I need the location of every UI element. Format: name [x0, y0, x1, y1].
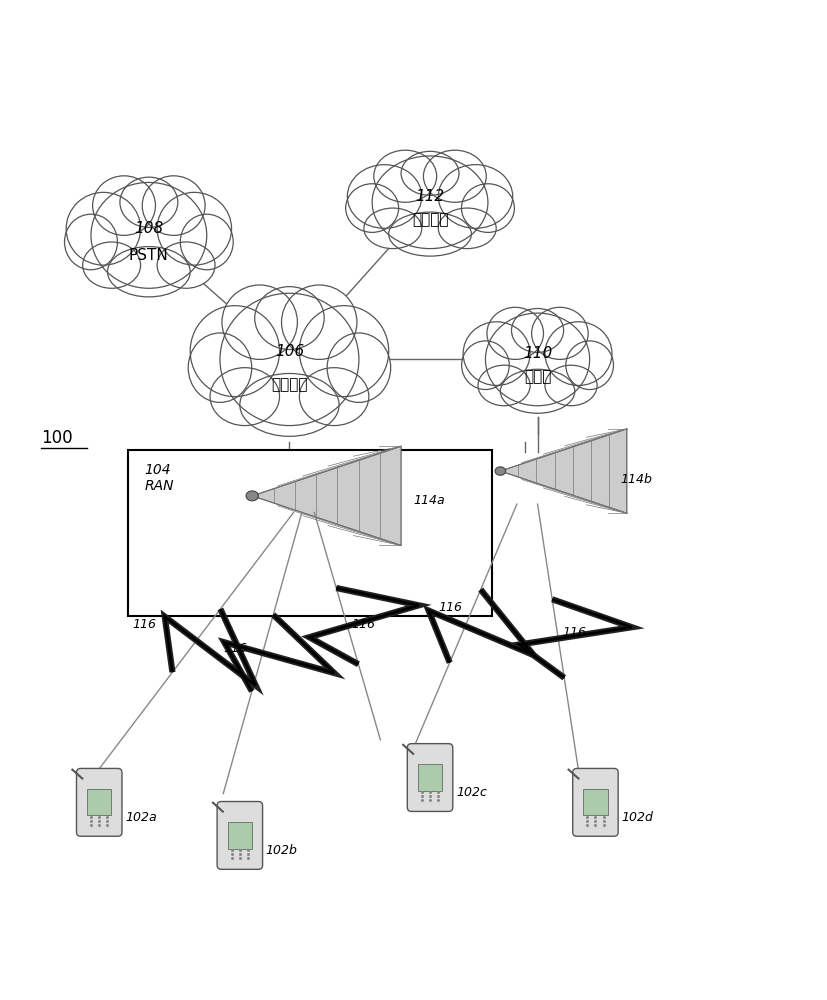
FancyBboxPatch shape	[583, 789, 608, 815]
Ellipse shape	[299, 306, 389, 397]
Ellipse shape	[463, 322, 530, 385]
Ellipse shape	[222, 285, 298, 359]
Text: 核心网络: 核心网络	[271, 377, 308, 392]
Ellipse shape	[180, 214, 233, 270]
FancyBboxPatch shape	[572, 768, 618, 836]
Polygon shape	[500, 429, 627, 513]
FancyBboxPatch shape	[227, 822, 252, 849]
Ellipse shape	[93, 176, 155, 235]
Ellipse shape	[220, 293, 359, 426]
Text: 116: 116	[562, 626, 587, 639]
Ellipse shape	[347, 165, 422, 228]
FancyBboxPatch shape	[87, 789, 112, 815]
Ellipse shape	[190, 306, 280, 397]
Ellipse shape	[189, 333, 251, 402]
Text: 104
RAN: 104 RAN	[145, 463, 174, 493]
Text: 114b: 114b	[620, 473, 653, 486]
Ellipse shape	[346, 184, 399, 232]
Ellipse shape	[299, 368, 369, 426]
FancyBboxPatch shape	[418, 764, 442, 791]
Ellipse shape	[461, 341, 509, 390]
Ellipse shape	[240, 373, 339, 436]
Ellipse shape	[511, 308, 564, 352]
Ellipse shape	[157, 192, 232, 265]
Ellipse shape	[91, 182, 207, 288]
FancyBboxPatch shape	[128, 450, 492, 616]
Ellipse shape	[545, 322, 612, 385]
Ellipse shape	[66, 192, 141, 265]
Text: 116: 116	[132, 618, 157, 631]
Ellipse shape	[438, 208, 496, 249]
Ellipse shape	[461, 184, 514, 232]
Text: 其他网络: 其他网络	[412, 212, 448, 227]
Ellipse shape	[485, 313, 590, 406]
Ellipse shape	[401, 151, 459, 195]
Ellipse shape	[246, 491, 258, 501]
Text: 因特网: 因特网	[523, 369, 552, 384]
Ellipse shape	[389, 212, 471, 256]
Text: 102d: 102d	[622, 811, 653, 824]
Ellipse shape	[157, 242, 215, 288]
Ellipse shape	[487, 307, 543, 359]
Text: 116: 116	[438, 601, 463, 614]
Ellipse shape	[478, 365, 530, 406]
Text: 102c: 102c	[457, 786, 487, 799]
Ellipse shape	[142, 176, 205, 235]
Ellipse shape	[327, 333, 390, 402]
Ellipse shape	[83, 242, 141, 288]
Text: PSTN: PSTN	[129, 248, 169, 263]
Text: 102b: 102b	[265, 844, 298, 857]
Ellipse shape	[500, 369, 575, 413]
Ellipse shape	[374, 150, 437, 202]
Text: 114a: 114a	[414, 493, 445, 506]
Ellipse shape	[423, 150, 486, 202]
Ellipse shape	[495, 467, 505, 475]
Ellipse shape	[566, 341, 614, 390]
Text: 102a: 102a	[126, 811, 157, 824]
Text: 116: 116	[351, 618, 376, 631]
FancyBboxPatch shape	[217, 802, 262, 869]
Text: 112: 112	[415, 189, 445, 204]
FancyBboxPatch shape	[407, 744, 453, 811]
Polygon shape	[252, 446, 401, 545]
Ellipse shape	[120, 177, 178, 227]
Ellipse shape	[255, 287, 324, 349]
Ellipse shape	[281, 285, 357, 359]
Ellipse shape	[65, 214, 117, 270]
Text: 116: 116	[223, 642, 248, 655]
Ellipse shape	[210, 368, 280, 426]
Ellipse shape	[545, 365, 597, 406]
FancyBboxPatch shape	[76, 768, 122, 836]
Text: 110: 110	[523, 346, 552, 361]
Text: 108: 108	[134, 221, 164, 236]
Text: 106: 106	[275, 344, 304, 359]
Ellipse shape	[532, 307, 588, 359]
Text: 100: 100	[41, 429, 73, 447]
Ellipse shape	[372, 156, 488, 249]
Ellipse shape	[438, 165, 513, 228]
Ellipse shape	[108, 247, 190, 297]
Ellipse shape	[364, 208, 422, 249]
